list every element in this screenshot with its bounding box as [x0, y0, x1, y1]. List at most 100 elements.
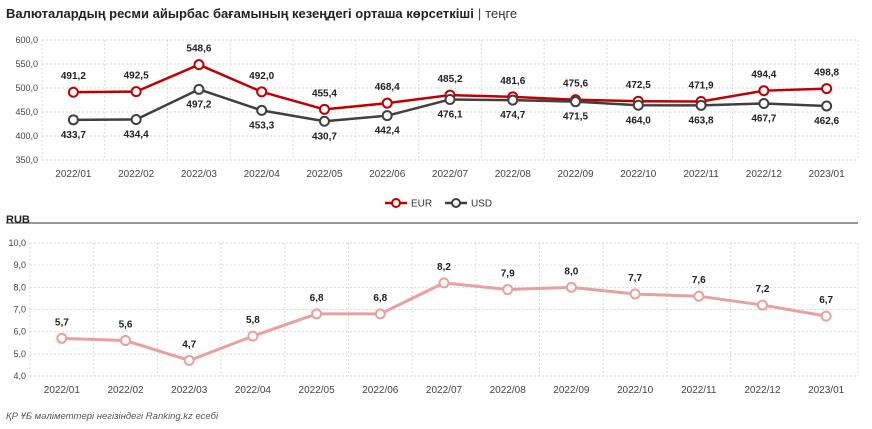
y-tick-label: 7,0: [13, 305, 26, 315]
y-tick-label: 550,0: [15, 59, 38, 69]
x-tick-label: 2022/10: [617, 385, 654, 396]
x-tick-label: 2022/05: [306, 169, 343, 180]
x-tick-label: 2022/08: [490, 385, 527, 396]
eur-data-label: 492,0: [249, 71, 274, 82]
usd-data-point: [507, 94, 519, 106]
x-tick-label: 2022/09: [553, 385, 590, 396]
usd-data-point: [381, 110, 393, 122]
usd-data-point: [193, 83, 205, 95]
usd-data-label: 497,2: [186, 99, 211, 110]
rub-data-label: 4,7: [182, 339, 196, 350]
eur-data-label: 475,6: [563, 79, 588, 90]
x-tick-label: 2022/04: [235, 385, 272, 396]
x-tick-label: 2022/01: [44, 385, 81, 396]
x-tick-label: 2022/05: [299, 385, 336, 396]
y-tick-label: 4,0: [13, 371, 26, 381]
usd-data-label: 453,3: [249, 120, 274, 131]
eur-usd-line-chart: 350,0 400,0 450,0 500,0 550,0 600,0 2022/01 202…: [15, 35, 859, 210]
usd-data-label: 430,7: [312, 131, 337, 142]
rub-data-point: [756, 299, 768, 311]
usd-legend-swatch-marker: [451, 198, 461, 208]
eur-data-label: 494,4: [751, 70, 776, 81]
rub-series-line: [61, 281, 827, 362]
eur-data-label: 491,2: [61, 71, 86, 82]
rub-data-label: 5,8: [246, 315, 260, 326]
x-tick-label: 2022/07: [432, 169, 469, 180]
eur-data-point: [67, 86, 79, 98]
usd-data-label: 463,8: [689, 115, 714, 126]
rub-data-label: 7,2: [756, 284, 770, 295]
x-tick-label: 2022/02: [118, 169, 155, 180]
eur-data-label: 471,9: [689, 80, 714, 91]
rub-data-point: [56, 332, 68, 344]
title-separator: |: [477, 6, 482, 21]
x-tick-label: 2022/09: [557, 169, 594, 180]
eur-data-label: 455,4: [312, 88, 337, 99]
x-tick-label: 2022/04: [244, 169, 281, 180]
x-tick-label: 2022/03: [171, 385, 208, 396]
usd-data-label: 464,0: [626, 115, 651, 126]
eur-data-point: [821, 83, 833, 95]
eur-legend-swatch-marker: [391, 198, 401, 208]
usd-data-point: [632, 99, 644, 111]
rub-data-label: 6,8: [373, 293, 387, 304]
usd-data-point: [570, 96, 582, 108]
usd-data-point: [758, 98, 770, 110]
eur-data-label: 468,4: [375, 82, 400, 93]
rub-data-point: [820, 310, 832, 322]
rub-data-point: [565, 281, 577, 293]
title-unit: теңге: [485, 6, 518, 21]
y-tick-label: 350,0: [15, 155, 38, 165]
usd-legend-label: USD: [471, 199, 492, 210]
usd-data-point: [695, 99, 707, 111]
y-tick-label: 600,0: [15, 35, 38, 45]
y-tick-label: 500,0: [15, 83, 38, 93]
x-tick-label: 2022/07: [426, 385, 463, 396]
rub-data-point: [374, 308, 386, 320]
rub-data-label: 6,8: [310, 293, 324, 304]
y-tick-label: 450,0: [15, 107, 38, 117]
rub-data-label: 7,7: [628, 273, 642, 284]
usd-data-label: 474,7: [500, 110, 525, 121]
chart-title: Валюталардың ресми айырбас бағамының кез…: [6, 6, 517, 21]
y-tick-label: 8,0: [13, 282, 26, 292]
y-tick-label: 400,0: [15, 131, 38, 141]
rub-data-label: 7,6: [692, 275, 706, 286]
rub-data-label: 8,2: [437, 262, 451, 273]
x-tick-label: 2022/12: [744, 385, 781, 396]
x-tick-label: 2022/06: [369, 169, 406, 180]
rub-data-point: [438, 277, 450, 289]
usd-data-point: [821, 100, 833, 112]
y-tick-label: 9,0: [13, 260, 26, 270]
rub-data-point: [502, 284, 514, 296]
usd-data-point: [256, 104, 268, 116]
rub-data-point: [247, 330, 259, 342]
rub-data-label: 7,9: [501, 269, 515, 280]
x-tick-label: 2022/02: [107, 385, 144, 396]
x-tick-label: 2022/08: [495, 169, 532, 180]
x-tick-label: 2022/03: [181, 169, 218, 180]
rub-data-point: [183, 354, 195, 366]
rub-data-label: 6,7: [819, 295, 833, 306]
x-tick-label: 2023/01: [808, 385, 845, 396]
rub-data-point: [311, 308, 323, 320]
usd-data-label: 434,4: [124, 129, 149, 140]
x-tick-label: 2023/01: [809, 169, 846, 180]
usd-data-point: [130, 113, 142, 125]
eur-data-label: 472,5: [626, 80, 651, 91]
eur-data-point: [256, 86, 268, 98]
eur-data-point: [758, 85, 770, 97]
y-tick-label: 10,0: [8, 238, 26, 248]
source-note: ҚР ҰБ мәліметтері негізіндегі Ranking.kz…: [6, 411, 219, 422]
rub-data-label: 8,0: [564, 266, 578, 277]
usd-data-label: 476,1: [437, 109, 462, 120]
x-tick-label: 2022/11: [681, 385, 717, 396]
usd-data-point: [444, 93, 456, 105]
eur-legend-label: EUR: [411, 199, 432, 210]
usd-data-label: 467,7: [751, 114, 776, 125]
x-tick-label: 2022/11: [683, 169, 719, 180]
rub-data-point: [120, 335, 132, 347]
eur-data-point: [130, 86, 142, 98]
usd-data-label: 433,7: [61, 130, 86, 141]
